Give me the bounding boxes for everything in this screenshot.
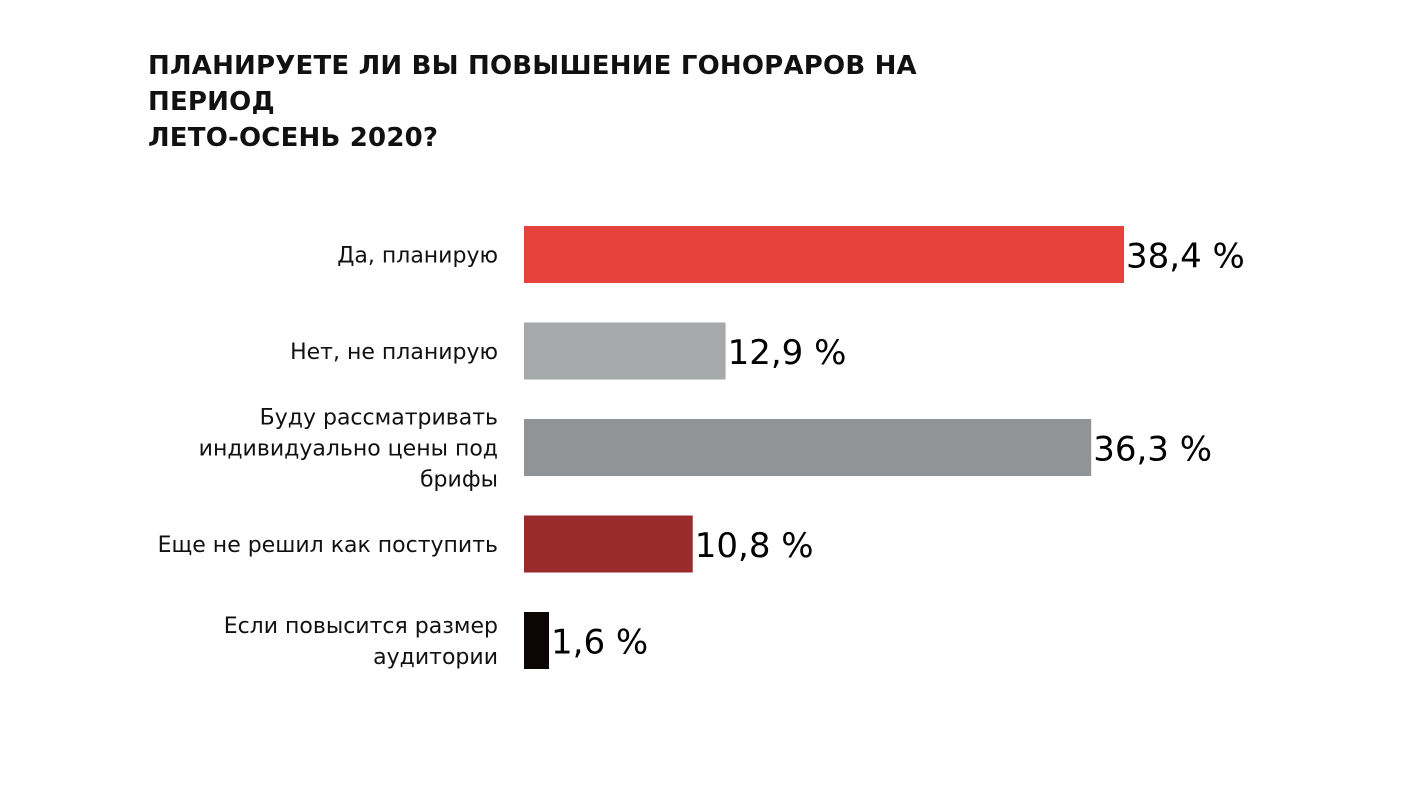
value-label-3: 10,8 % bbox=[695, 526, 814, 566]
chart-title: ПЛАНИРУЕТЕ ЛИ ВЫ ПОВЫШЕНИЕ ГОНОРАРОВ НА … bbox=[148, 51, 917, 153]
bar-2 bbox=[524, 419, 1092, 476]
value-label-0: 38,4 % bbox=[1126, 237, 1245, 277]
bar-4 bbox=[524, 612, 549, 669]
bar-3 bbox=[524, 515, 693, 573]
category-label-0: Да, планирую bbox=[337, 244, 498, 269]
bar-1 bbox=[524, 322, 726, 380]
value-label-2: 36,3 % bbox=[1093, 430, 1212, 470]
value-label-1: 12,9 % bbox=[728, 333, 847, 373]
bar-0 bbox=[524, 226, 1124, 283]
category-label-4: Если повысится размер аудитории bbox=[224, 614, 498, 670]
category-label-3: Еще не решил как поступить bbox=[158, 533, 498, 558]
category-label-1: Нет, не планирую bbox=[290, 340, 498, 365]
category-label-2: Буду рассматривать индивидуально цены под… bbox=[199, 406, 498, 493]
value-label-4: 1,6 % bbox=[551, 623, 648, 663]
